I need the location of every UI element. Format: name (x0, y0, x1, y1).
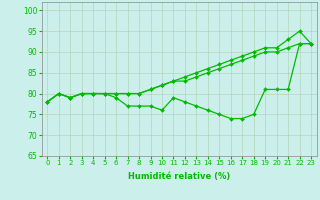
X-axis label: Humidité relative (%): Humidité relative (%) (128, 172, 230, 181)
